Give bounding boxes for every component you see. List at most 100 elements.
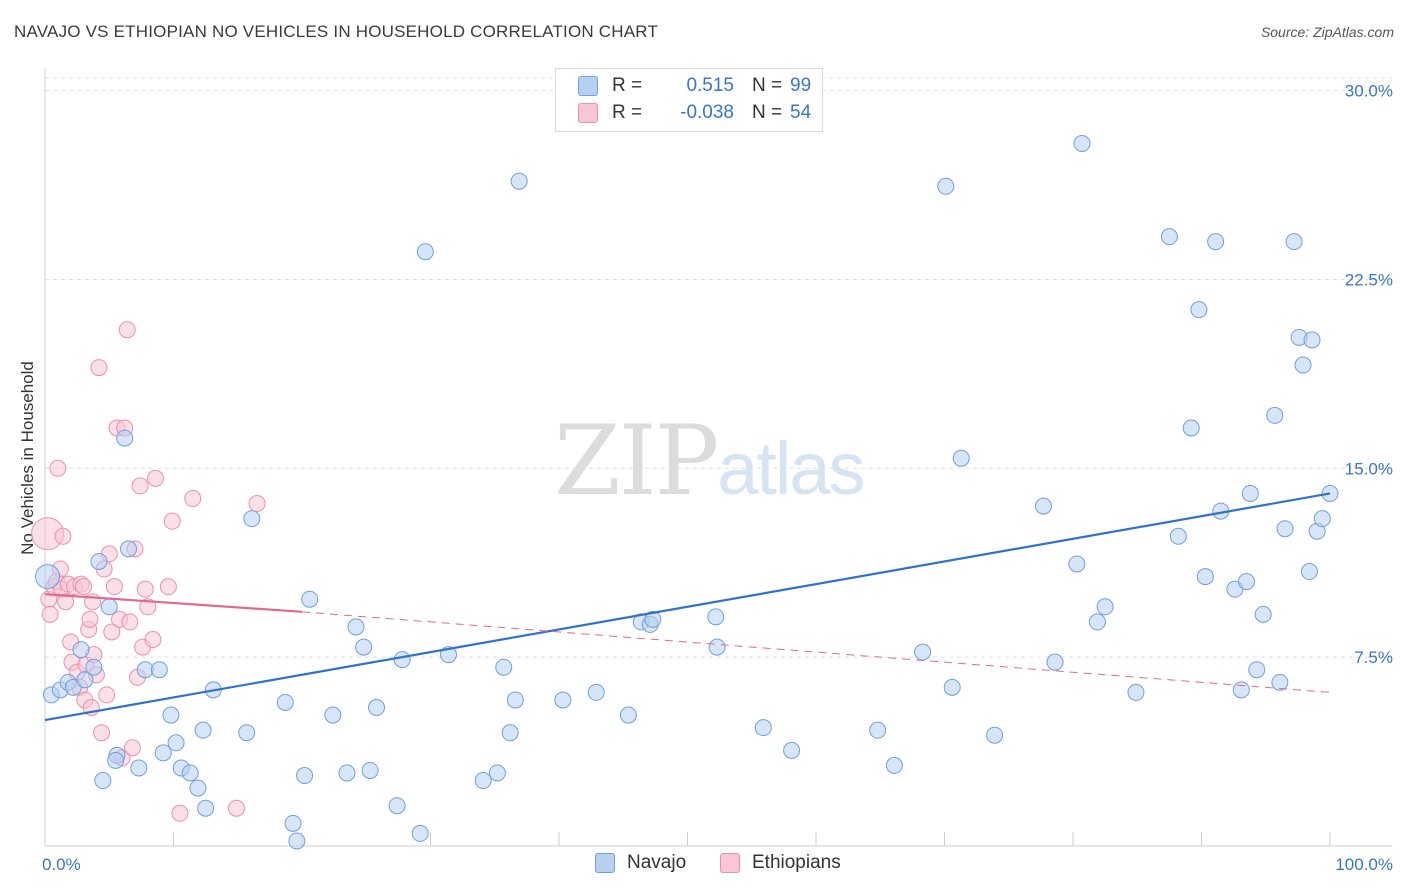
ethiopians-point xyxy=(57,593,75,611)
navajo-point xyxy=(411,824,429,842)
navajo-point xyxy=(708,638,726,656)
navajo-point xyxy=(1276,520,1294,538)
x-tick-label: 100.0% xyxy=(1335,855,1393,874)
navajo-point xyxy=(1285,233,1303,251)
navajo-point xyxy=(1068,555,1086,573)
navajo-point xyxy=(587,683,605,701)
legend-r-label: R = xyxy=(612,102,643,123)
navajo-point xyxy=(243,510,261,528)
ethiopians-point xyxy=(139,598,157,616)
ethiopians-point xyxy=(75,578,93,596)
ethiopians-point xyxy=(136,580,154,598)
ethiopians-point xyxy=(105,578,123,596)
navajo-point xyxy=(276,693,294,711)
navajo-point xyxy=(952,449,970,467)
navajo-point xyxy=(501,724,519,742)
navajo-point xyxy=(783,741,801,759)
watermark-zip: ZIP xyxy=(554,405,719,517)
ethiopians-point xyxy=(131,477,149,495)
ethiopians-point xyxy=(248,495,266,513)
y-tick-label: 15.0% xyxy=(1345,459,1393,478)
navajo-point xyxy=(707,608,725,626)
navajo-point xyxy=(167,734,185,752)
ethiopians-point xyxy=(121,613,139,631)
navajo-point xyxy=(197,799,215,817)
navajo-point xyxy=(162,706,180,724)
ethiopians-swatch xyxy=(578,103,598,123)
ethiopians-point xyxy=(163,512,181,530)
ethiopians-point xyxy=(103,623,121,641)
navajo-point xyxy=(619,706,637,724)
ethiopians-point xyxy=(227,799,245,817)
navajo-point xyxy=(1196,568,1214,586)
navajo-point xyxy=(1190,301,1208,319)
chart-title: NAVAJO VS ETHIOPIAN NO VEHICLES IN HOUSE… xyxy=(14,22,659,41)
navajo-point xyxy=(1127,683,1145,701)
navajo-point xyxy=(488,764,506,782)
navajo-point xyxy=(474,772,492,790)
navajo-point xyxy=(1096,598,1114,616)
navajo-point xyxy=(100,598,118,616)
legend-r-value: -0.038 xyxy=(680,102,734,123)
legend-item-ethiopians: Ethiopians xyxy=(720,852,841,874)
navajo-point xyxy=(393,651,411,669)
navajo-point xyxy=(1073,134,1091,152)
navajo-point xyxy=(338,764,356,782)
navajo-point xyxy=(120,540,138,558)
navajo-point xyxy=(1300,563,1318,581)
legend-n-label: N = xyxy=(752,102,783,123)
ethiopians-point xyxy=(171,804,189,822)
navajo-point xyxy=(495,658,513,676)
navajo-point xyxy=(1248,661,1266,679)
navajo-point xyxy=(1313,510,1331,528)
ethiopians-legend-swatch xyxy=(720,853,740,873)
ethiopians-point xyxy=(147,469,165,487)
ethiopians-point xyxy=(93,724,111,742)
navajo-point xyxy=(150,661,168,679)
navajo-point xyxy=(1254,605,1272,623)
navajo-point xyxy=(754,719,772,737)
navajo-point xyxy=(1088,613,1106,631)
legend-r-label: R = xyxy=(612,75,643,96)
navajo-point xyxy=(284,814,302,832)
navajo-point xyxy=(1207,233,1225,251)
navajo-point xyxy=(1169,527,1187,545)
navajo-point xyxy=(368,699,386,717)
navajo-point xyxy=(107,751,125,769)
navajo-point xyxy=(296,766,314,784)
ethiopians-trendline-solid xyxy=(44,593,303,613)
navajo-point xyxy=(1232,681,1250,699)
navajo-point xyxy=(943,678,961,696)
navajo-point xyxy=(154,744,172,762)
ethiopians-point xyxy=(81,610,99,628)
legend-row-navajo: R = 0.515 N = 99 xyxy=(578,74,811,98)
ethiopians-point xyxy=(144,631,162,649)
ethiopians-trendline-dashed xyxy=(301,611,1331,693)
x-tick-label: 0.0% xyxy=(42,855,81,874)
navajo-point xyxy=(1046,653,1064,671)
navajo-point xyxy=(1241,484,1259,502)
navajo-point xyxy=(181,764,199,782)
navajo-point xyxy=(554,691,572,709)
ethiopians-point xyxy=(184,490,202,508)
navajo-point xyxy=(238,724,256,742)
navajo-point xyxy=(1303,331,1321,349)
navajo-point xyxy=(1271,673,1289,691)
legend-r-value: 0.515 xyxy=(686,75,734,96)
correlation-legend: R = 0.515 N = 99 R = -0.038 N = 54 xyxy=(555,68,823,132)
legend-row-ethiopians: R = -0.038 N = 54 xyxy=(578,101,811,125)
navajo-point xyxy=(361,761,379,779)
navajo-point xyxy=(90,552,108,570)
navajo-point xyxy=(1237,573,1255,591)
navajo-point xyxy=(1266,406,1284,424)
legend-n-value: 54 xyxy=(790,102,812,123)
navajo-point xyxy=(506,691,524,709)
source-credit: Source: ZipAtlas.com xyxy=(1260,24,1394,40)
ethiopians-point xyxy=(159,578,177,596)
navajo-point xyxy=(136,661,154,679)
y-tick-label: 30.0% xyxy=(1345,82,1393,101)
navajo-point xyxy=(388,797,406,815)
ethiopians-point xyxy=(49,459,67,477)
navajo-point xyxy=(324,706,342,724)
navajo-point xyxy=(869,721,887,739)
